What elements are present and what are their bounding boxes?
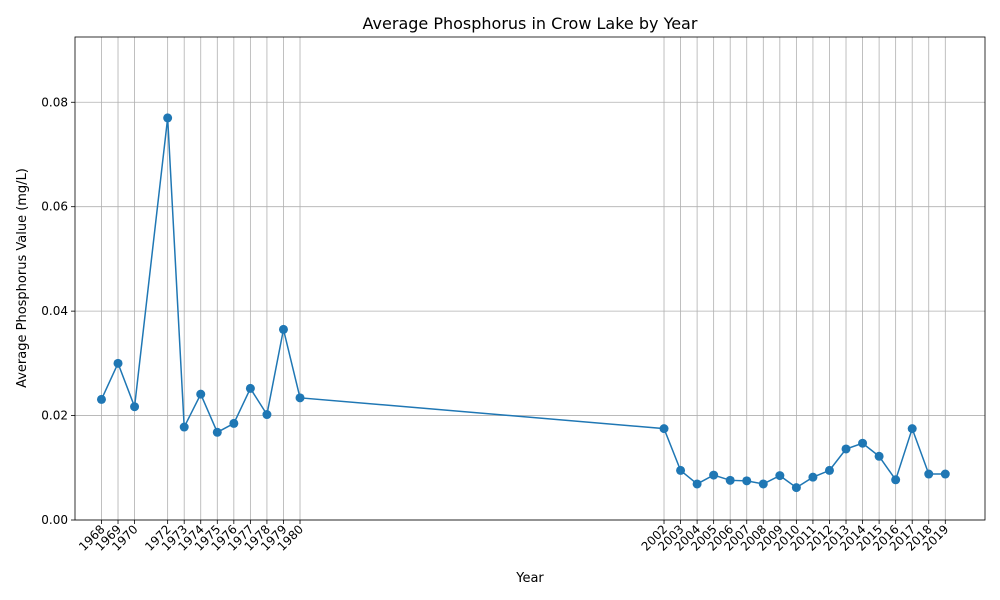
data-point (96, 394, 106, 404)
y-tick-label: 0.04 (41, 304, 68, 318)
y-tick-label: 0.06 (41, 200, 68, 214)
y-tick-label: 0.08 (41, 95, 68, 109)
data-point (858, 438, 868, 448)
data-point (212, 427, 222, 437)
data-point (278, 324, 288, 334)
series-layer (96, 113, 950, 493)
data-point (808, 472, 818, 482)
y-axis-label: Average Phosphorus Value (mg/L) (15, 168, 30, 388)
y-tick-label: 0.00 (41, 513, 68, 527)
data-point (229, 418, 239, 428)
plot-area-border (74, 36, 986, 521)
data-point (791, 483, 801, 493)
data-point (924, 469, 934, 479)
data-point (758, 479, 768, 489)
data-point (113, 358, 123, 368)
data-point (709, 470, 719, 480)
data-point (196, 389, 206, 399)
data-point (891, 475, 901, 485)
data-point (775, 471, 785, 481)
data-point (841, 444, 851, 454)
chart-title: Average Phosphorus in Crow Lake by Year (363, 14, 698, 33)
y-tick-label: 0.02 (41, 409, 68, 423)
data-point (130, 402, 140, 412)
data-point (907, 424, 917, 434)
data-point (262, 410, 272, 420)
data-point (824, 465, 834, 475)
data-point (295, 393, 305, 403)
data-point (245, 383, 255, 393)
axes-layer (74, 36, 986, 521)
x-axis-label: Year (515, 571, 544, 586)
data-point (692, 479, 702, 489)
data-point (874, 451, 884, 461)
grid-layer (75, 37, 985, 521)
data-point (179, 422, 189, 432)
series-line (100, 117, 946, 489)
data-point (659, 424, 669, 434)
data-point (676, 465, 686, 475)
data-point (163, 113, 173, 123)
data-point (742, 476, 752, 486)
data-point (725, 475, 735, 485)
data-point (940, 469, 950, 479)
